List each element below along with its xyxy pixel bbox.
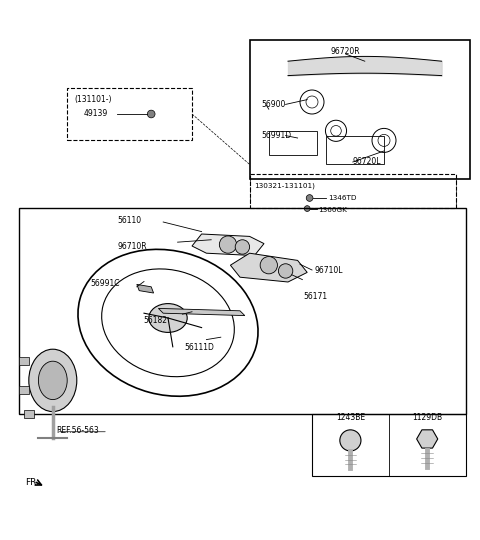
Text: 130321-131101): 130321-131101) — [254, 183, 315, 189]
Circle shape — [340, 430, 361, 451]
Ellipse shape — [149, 303, 187, 333]
Bar — [326, 136, 384, 164]
Ellipse shape — [29, 349, 77, 411]
Text: 96710L: 96710L — [314, 266, 343, 275]
Bar — [67, 87, 192, 140]
Text: 96720L: 96720L — [353, 158, 381, 166]
Circle shape — [278, 264, 293, 278]
Polygon shape — [417, 430, 438, 448]
Ellipse shape — [38, 361, 67, 400]
Text: 56991D: 56991D — [262, 131, 292, 140]
Text: 1346TD: 1346TD — [328, 195, 356, 201]
Bar — [250, 174, 456, 207]
Text: 56110: 56110 — [118, 216, 142, 225]
Circle shape — [306, 194, 313, 201]
Bar — [269, 131, 317, 155]
Bar — [250, 39, 470, 179]
Circle shape — [260, 256, 277, 274]
Polygon shape — [230, 253, 307, 282]
Bar — [312, 414, 466, 476]
Text: 56182: 56182 — [143, 316, 167, 325]
Text: 56111D: 56111D — [185, 343, 215, 352]
Circle shape — [304, 206, 310, 212]
Text: (131101-): (131101-) — [74, 95, 112, 104]
Bar — [19, 357, 29, 365]
Text: 56900: 56900 — [262, 100, 286, 109]
Polygon shape — [192, 234, 264, 255]
Text: 1129DB: 1129DB — [412, 413, 442, 422]
Circle shape — [219, 236, 237, 253]
Text: FR.: FR. — [25, 478, 39, 487]
Polygon shape — [158, 308, 245, 315]
Text: 56171: 56171 — [304, 292, 328, 301]
Text: REF.56-563: REF.56-563 — [57, 426, 99, 435]
Bar — [24, 410, 34, 418]
Bar — [19, 386, 29, 394]
Text: 1243BE: 1243BE — [336, 413, 365, 422]
Circle shape — [147, 110, 155, 118]
Text: 56991C: 56991C — [90, 279, 120, 288]
Circle shape — [235, 240, 250, 254]
Polygon shape — [137, 285, 154, 293]
Text: 1360GK: 1360GK — [318, 206, 347, 213]
Text: 49139: 49139 — [84, 110, 108, 118]
Text: 96720R: 96720R — [331, 47, 360, 56]
Text: 96710R: 96710R — [118, 242, 147, 252]
Bar — [19, 207, 466, 414]
